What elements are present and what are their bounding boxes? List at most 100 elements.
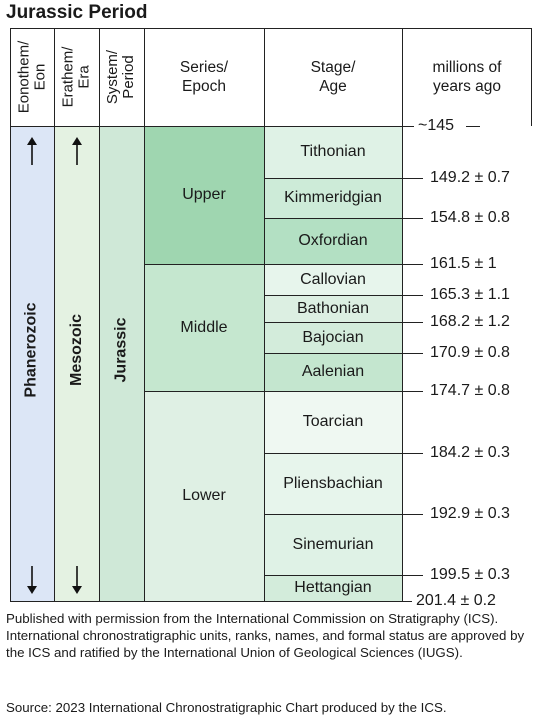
age-tick [466, 126, 480, 127]
header-age-line2: years ago [432, 78, 502, 95]
age-label: ~145 [418, 117, 455, 134]
header-stage: Stage/Age [264, 28, 402, 126]
age-label: 154.8 ± 0.8 [430, 209, 510, 226]
stage-label: Tithonian [300, 143, 366, 160]
eon-cell [10, 126, 54, 601]
age-tick [402, 264, 423, 265]
header-age: millions of years ago [402, 28, 532, 126]
epoch-middle-label: Middle [180, 318, 228, 336]
stage-boundary [264, 322, 402, 323]
stage-label: Callovian [300, 270, 366, 288]
header-series-line1: Series/ [179, 59, 229, 76]
stage-bathonian: Bathonian [264, 295, 402, 322]
age-tick [402, 178, 423, 179]
age-label: 174.7 ± 0.8 [430, 382, 510, 399]
stage-label: Pliensbachian [283, 474, 383, 492]
col-border [99, 28, 100, 601]
stage-label: Kimmeridgian [284, 189, 382, 206]
eon-name: Phanerozoic [10, 130, 54, 570]
stage-label: Hettangian [294, 579, 372, 596]
header-system-line2: Period [120, 55, 138, 99]
header-bottom-border [10, 126, 402, 127]
age-label: 165.3 ± 1.1 [430, 286, 510, 303]
col-border [264, 28, 265, 601]
stage-sinemurian: Sinemurian [264, 514, 402, 575]
age-tick [402, 453, 423, 454]
age-tick [402, 218, 423, 219]
header-series-line2: Epoch [182, 78, 226, 95]
epoch-upper: Upper [144, 126, 264, 264]
age-tick [402, 353, 423, 354]
header-age-line1: millions of [432, 59, 502, 76]
table-top-border [10, 28, 532, 29]
period-cell [99, 126, 144, 601]
permission-note: Published with permission from the Inter… [6, 611, 525, 660]
header-erathem-line1: Erathem/ [59, 46, 77, 108]
col-border [531, 28, 532, 126]
col-border [10, 28, 11, 601]
stage-boundary [264, 295, 402, 296]
age-tick [402, 126, 414, 127]
age-tick [402, 391, 423, 392]
era-cell [54, 126, 99, 601]
age-label: 161.5 ± 1 [430, 255, 497, 272]
stage-boundary [264, 178, 402, 179]
header-stage-line1: Stage/ [310, 59, 356, 76]
eon-name-text: Phanerozoic [23, 302, 41, 398]
age-label: 149.2 ± 0.7 [430, 169, 510, 186]
stage-label: Bathonian [296, 299, 370, 317]
stage-label: Oxfordian [298, 232, 368, 249]
page-title: Jurassic Period [6, 2, 148, 23]
era-up-arrow-icon [72, 137, 82, 165]
col-border [402, 28, 403, 601]
epoch-lower-label: Lower [182, 487, 226, 504]
stage-callovian: Callovian [264, 264, 402, 295]
col-border [144, 28, 145, 601]
stage-hettangian: Hettangian [264, 575, 402, 601]
source-note: Source: 2023 International Chronostratig… [6, 700, 447, 715]
era-name: Mesozoic [54, 130, 99, 570]
epoch-upper-label: Upper [182, 186, 226, 203]
header-system: System/Period [99, 28, 144, 126]
stage-bajocian: Bajocian [264, 322, 402, 353]
era-name-text: Mesozoic [67, 313, 85, 387]
stage-tithonian: Tithonian [264, 126, 402, 178]
age-tick [402, 601, 412, 602]
stage-label: Sinemurian [292, 535, 374, 553]
stage-boundary [264, 453, 402, 454]
col-border [54, 28, 55, 601]
era-down-arrow-icon [72, 566, 82, 594]
stage-kimmeridgian: Kimmeridgian [264, 178, 402, 218]
header-eonothem-line2: Eon [31, 63, 49, 91]
header-stage-line2: Age [319, 78, 347, 95]
age-label: 170.9 ± 0.8 [430, 344, 510, 361]
age-label: 201.4 ± 0.2 [416, 592, 496, 609]
age-tick [402, 295, 423, 296]
stage-boundary [264, 353, 402, 354]
header-erathem-line2: Era [75, 65, 93, 89]
epoch-boundary [144, 264, 402, 265]
age-label: 199.5 ± 0.3 [430, 566, 510, 583]
stage-label: Toarcian [302, 413, 364, 430]
epoch-middle: Middle [144, 264, 264, 391]
eon-up-arrow-icon [27, 137, 37, 165]
stage-boundary [264, 575, 402, 576]
header-series: Series/Epoch [144, 28, 264, 126]
header-system-line1: System/ [104, 49, 122, 105]
epoch-lower: Lower [144, 391, 264, 601]
stage-label: Aalenian [301, 363, 365, 380]
header-erathem: Erathem/Era [54, 28, 99, 126]
header-eonothem-line1: Eonothem/ [15, 40, 33, 114]
stage-pliensbachian: Pliensbachian [264, 453, 402, 514]
stage-boundary [264, 514, 402, 515]
age-tick [402, 514, 423, 515]
age-tick [402, 322, 423, 323]
age-label: 192.9 ± 0.3 [430, 505, 510, 522]
eon-down-arrow-icon [27, 566, 37, 594]
period-name-text: Jurassic [112, 317, 130, 383]
stage-toarcian: Toarcian [264, 391, 402, 453]
epoch-boundary [144, 391, 402, 392]
period-name: Jurassic [99, 130, 144, 570]
stage-aalenian: Aalenian [264, 353, 402, 391]
stage-label: Bajocian [302, 328, 364, 346]
